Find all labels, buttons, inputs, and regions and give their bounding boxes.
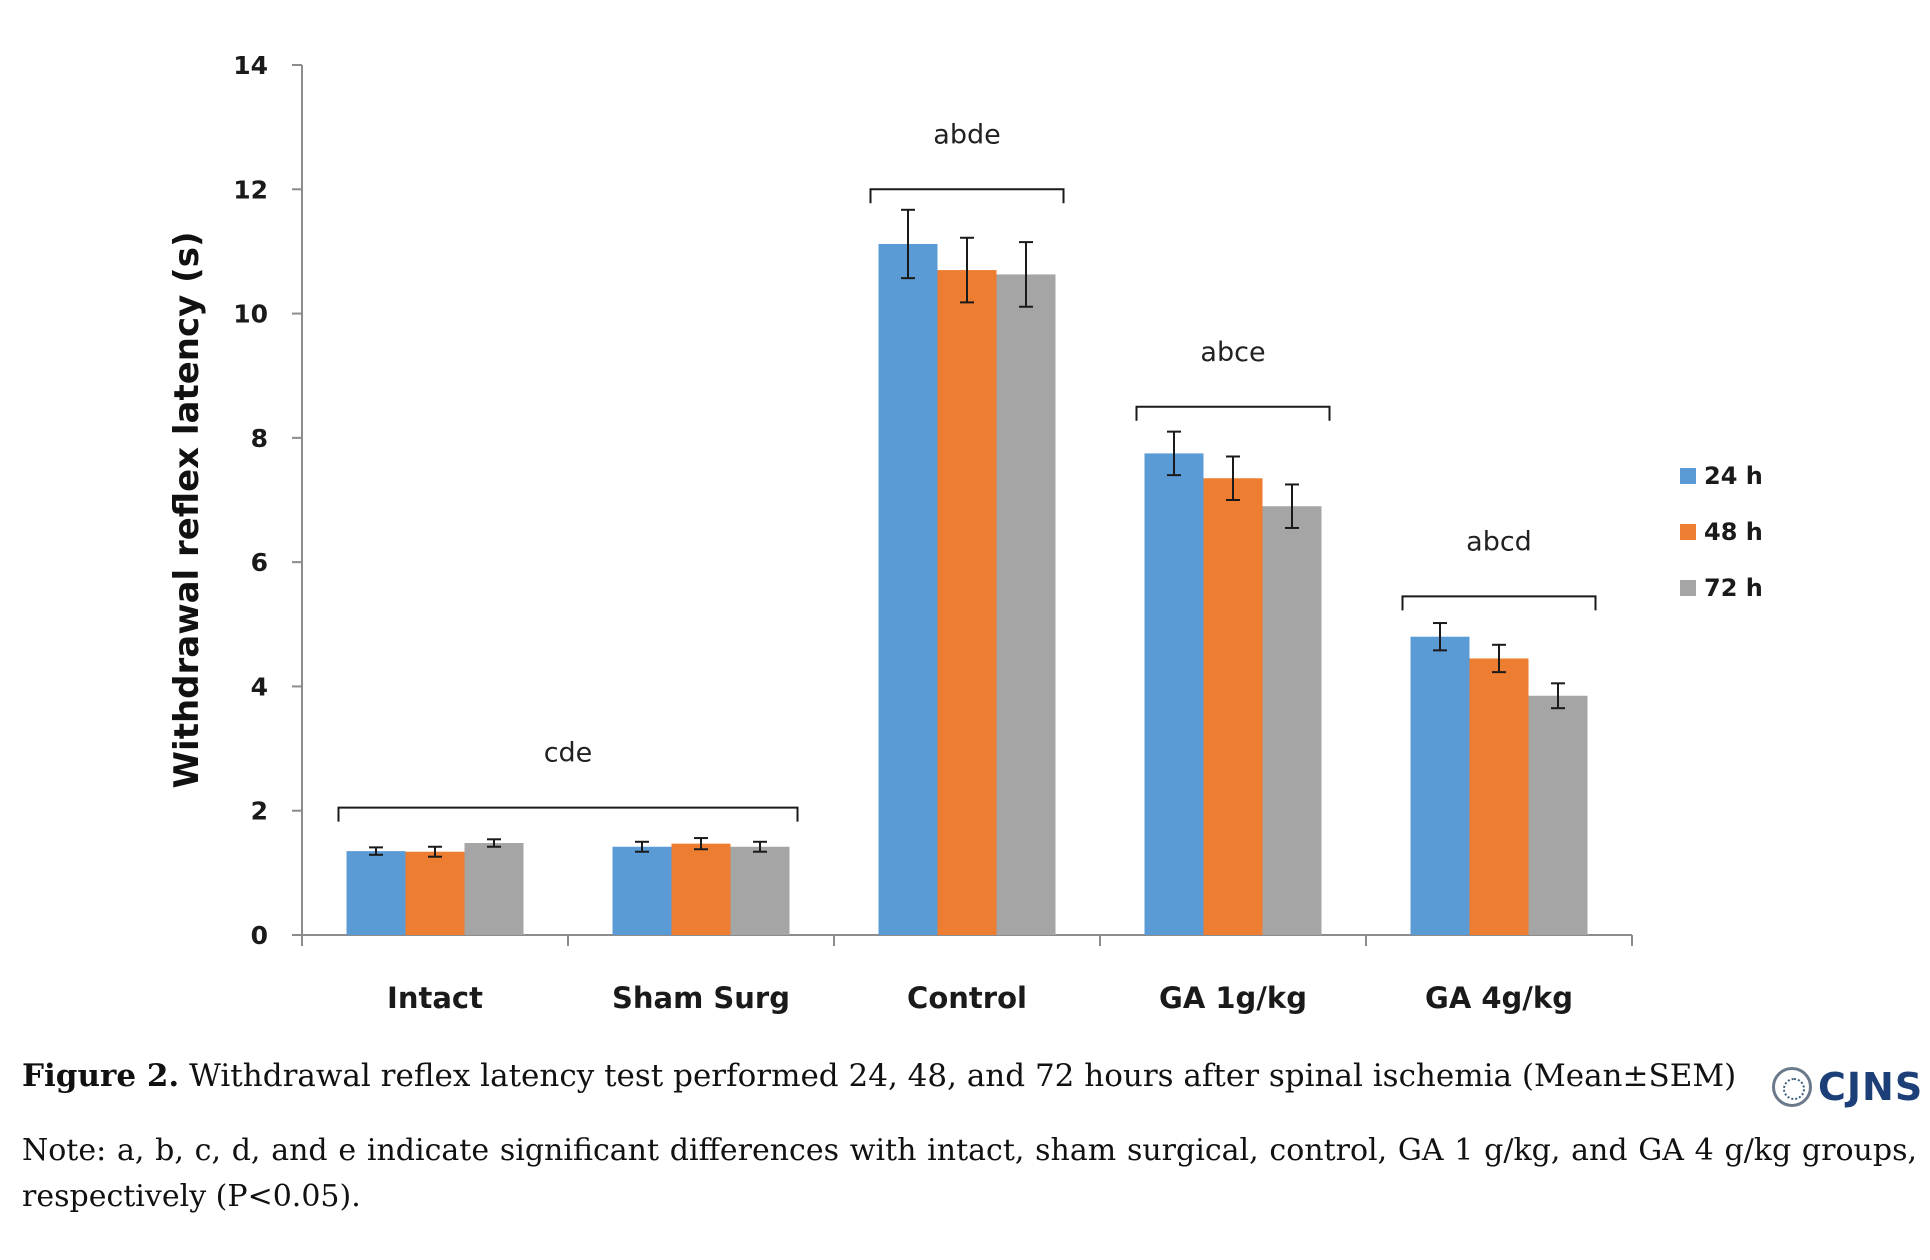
significance-label: cde bbox=[544, 738, 593, 769]
bar bbox=[937, 270, 997, 936]
legend-swatch bbox=[1680, 524, 1696, 540]
legend-swatch bbox=[1680, 468, 1696, 484]
y-tick-label: 10 bbox=[233, 300, 268, 329]
logo-text: CJNS bbox=[1818, 1065, 1924, 1109]
legend: 24 h 48 h 72 h bbox=[1680, 462, 1763, 602]
bars bbox=[346, 243, 1588, 936]
bar bbox=[671, 843, 731, 935]
legend-label: 48 h bbox=[1704, 518, 1763, 546]
significance-label: abce bbox=[1200, 337, 1265, 368]
x-tick-label: GA 1g/kg bbox=[1159, 981, 1307, 1015]
y-axis-label: Withdrawal reflex latency (s) bbox=[167, 232, 207, 789]
x-tick-label: Control bbox=[907, 981, 1027, 1015]
significance-bracket bbox=[869, 188, 1065, 204]
legend-swatch bbox=[1680, 580, 1696, 596]
y-tick-label: 8 bbox=[251, 424, 268, 453]
bar-chart: 0 2 4 6 8 10 12 14 Intact Sham Surg Control GA 1g/… bbox=[167, 51, 1763, 1015]
journal-logo: CJNS bbox=[1772, 1062, 1923, 1112]
x-tick-label: GA 4g/kg bbox=[1425, 981, 1573, 1015]
x-tick-label: Sham Surg bbox=[612, 981, 790, 1015]
legend-label: 72 h bbox=[1704, 574, 1763, 602]
bar bbox=[996, 274, 1056, 936]
significance-bracket bbox=[337, 806, 799, 822]
error-bars bbox=[369, 208, 1565, 858]
bar bbox=[1528, 695, 1588, 935]
significance-label: abcd bbox=[1466, 526, 1532, 557]
bar bbox=[730, 846, 790, 935]
y-axis: 0 2 4 6 8 10 12 14 bbox=[233, 51, 303, 950]
bar bbox=[1203, 478, 1263, 935]
bar bbox=[1410, 636, 1470, 935]
figure-caption: Figure 2. Withdrawal reflex latency test… bbox=[22, 1058, 1736, 1094]
y-tick-label: 14 bbox=[233, 51, 268, 80]
bar bbox=[1469, 658, 1529, 935]
x-tick-label: Intact bbox=[387, 981, 483, 1015]
significance-label: abde bbox=[933, 119, 1000, 150]
y-tick-label: 6 bbox=[251, 548, 268, 577]
significance-annotations: cde abde abce abcd bbox=[337, 119, 1597, 822]
figure-number: Figure 2. bbox=[22, 1058, 180, 1094]
significance-bracket bbox=[1401, 595, 1597, 611]
bar bbox=[878, 243, 938, 935]
bar bbox=[346, 851, 406, 935]
seal-icon bbox=[1772, 1067, 1812, 1107]
y-tick-label: 12 bbox=[233, 175, 268, 204]
figure-note: Note: a, b, c, d, and e indicate signifi… bbox=[22, 1133, 1917, 1214]
x-axis: Intact Sham Surg Control GA 1g/kg GA 4g/kg bbox=[301, 934, 1633, 1015]
caption-text: Withdrawal reflex latency test performed… bbox=[179, 1058, 1737, 1094]
bar bbox=[405, 851, 465, 935]
bar bbox=[1144, 453, 1204, 935]
y-tick-label: 4 bbox=[251, 672, 268, 701]
y-tick-label: 2 bbox=[251, 797, 268, 826]
bar bbox=[464, 843, 524, 935]
bar bbox=[612, 846, 672, 935]
bar bbox=[1262, 506, 1322, 935]
legend-label: 24 h bbox=[1704, 462, 1763, 490]
significance-bracket bbox=[1135, 405, 1331, 421]
y-tick-label: 0 bbox=[251, 921, 268, 950]
